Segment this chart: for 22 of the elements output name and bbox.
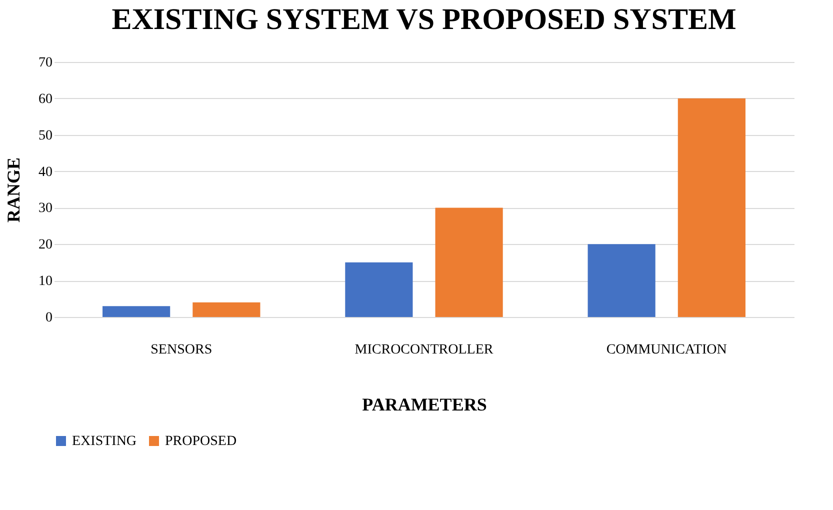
y-axis-title: RANGE <box>4 157 24 223</box>
chart-title: EXISTING SYSTEM VS PROPOSED SYSTEM <box>112 3 736 36</box>
y-tick-label: 20 <box>38 238 52 253</box>
x-tick-label: SENSORS <box>150 342 212 358</box>
x-tick-label: MICROCONTROLLER <box>354 342 494 358</box>
y-tick-label: 60 <box>38 92 52 107</box>
bar <box>102 306 170 317</box>
y-tick-label: 10 <box>38 274 52 290</box>
y-tick-label: 40 <box>38 164 52 180</box>
y-tick-label: 30 <box>38 201 52 216</box>
bar <box>678 98 746 317</box>
y-tick-label: 0 <box>46 310 52 326</box>
legend-label: EXISTING <box>72 434 137 449</box>
bar <box>588 244 656 317</box>
y-tick-label: 50 <box>38 128 52 144</box>
legend-label: PROPOSED <box>165 434 237 449</box>
y-tick-label: 70 <box>38 56 52 70</box>
bar <box>435 208 503 317</box>
x-axis-title: PARAMETERS <box>362 394 487 414</box>
x-tick-label: COMMUNICATION <box>606 342 727 358</box>
bar <box>192 302 260 317</box>
bar <box>345 262 413 317</box>
